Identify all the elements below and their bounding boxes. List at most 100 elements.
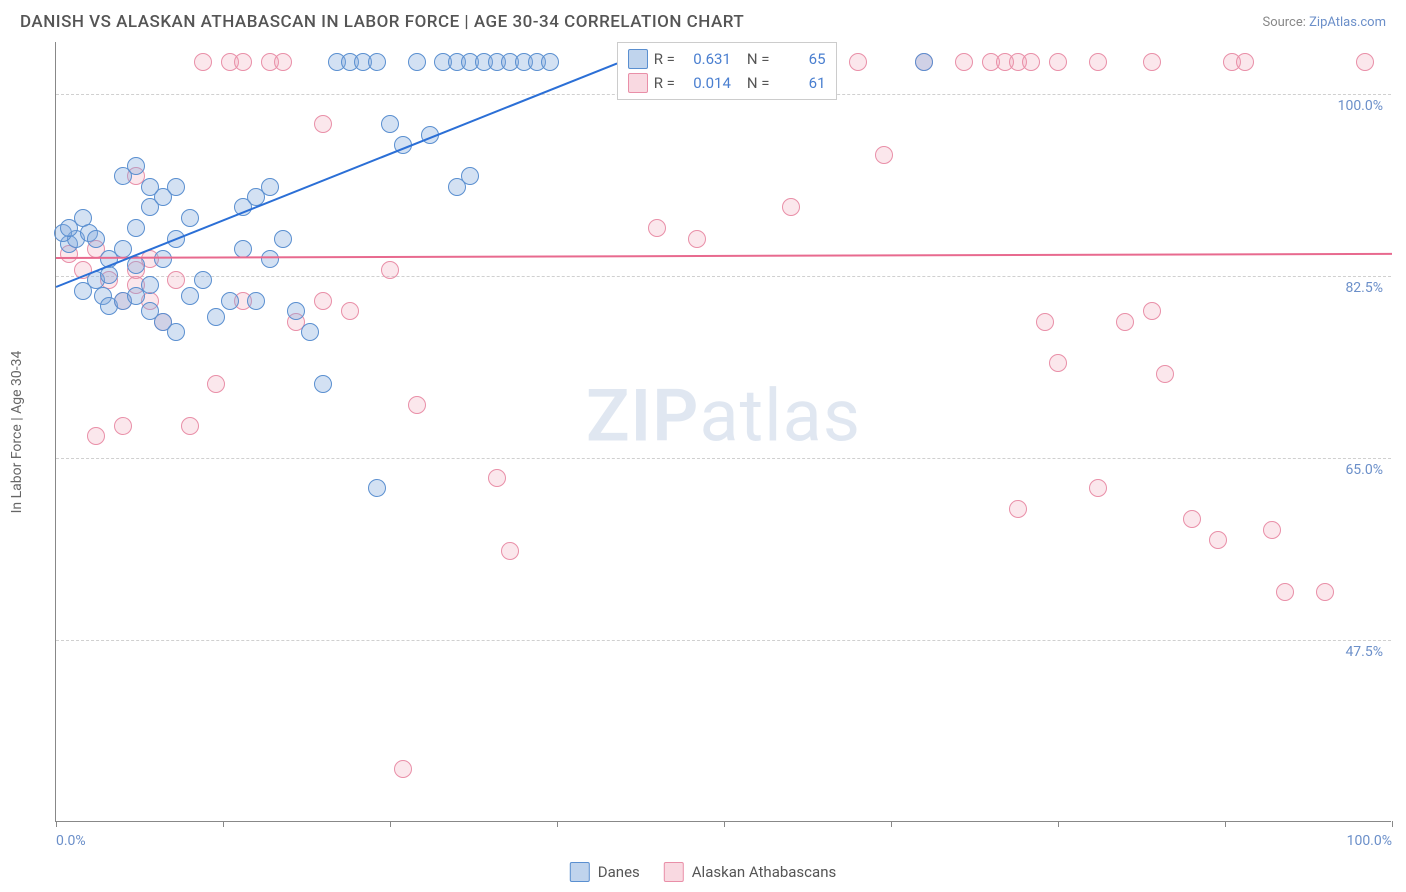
x-tick — [1225, 821, 1226, 827]
scatter-point-blue — [181, 287, 199, 305]
scatter-point-blue — [274, 230, 292, 248]
bottom-legend: Danes Alaskan Athabascans — [570, 862, 836, 882]
x-tick — [223, 821, 224, 827]
n-value: 65 — [776, 50, 826, 68]
gridline — [56, 640, 1391, 641]
scatter-point-blue — [194, 271, 212, 289]
x-tick — [56, 821, 57, 827]
scatter-point-blue — [207, 308, 225, 326]
watermark-atlas: atlas — [699, 373, 861, 458]
chart-area: In Labor Force | Age 30-34 ZIPatlas 47.5… — [55, 42, 1391, 822]
scatter-point-pink — [1156, 365, 1174, 383]
scatter-point-pink — [1263, 521, 1281, 539]
scatter-point-pink — [1049, 53, 1067, 71]
scatter-point-blue — [234, 240, 252, 258]
source-prefix: Source: — [1262, 15, 1309, 30]
y-axis-label: In Labor Force | Age 30-34 — [9, 351, 25, 514]
scatter-point-pink — [1009, 500, 1027, 518]
x-tick — [1392, 821, 1393, 827]
scatter-point-pink — [1356, 53, 1374, 71]
scatter-point-pink — [1089, 479, 1107, 497]
scatter-point-blue — [541, 53, 559, 71]
scatter-point-pink — [1276, 583, 1294, 601]
scatter-point-pink — [1036, 313, 1054, 331]
scatter-point-pink — [114, 417, 132, 435]
scatter-point-pink — [381, 261, 399, 279]
watermark: ZIPatlas — [586, 373, 861, 458]
scatter-point-blue — [368, 479, 386, 497]
scatter-point-blue — [181, 209, 199, 227]
x-tick — [891, 821, 892, 827]
scatter-point-pink — [181, 417, 199, 435]
stats-legend: R =0.631N =65R =0.014N =61 — [617, 42, 837, 100]
scatter-point-pink — [234, 53, 252, 71]
x-tick-label: 0.0% — [56, 833, 86, 849]
scatter-point-pink — [1089, 53, 1107, 71]
scatter-point-blue — [368, 53, 386, 71]
r-value: 0.014 — [681, 74, 731, 92]
y-tick-label: 65.0% — [1345, 462, 1383, 478]
scatter-point-blue — [141, 178, 159, 196]
legend-swatch-pink — [628, 73, 648, 93]
n-label: N = — [747, 74, 770, 92]
scatter-point-pink — [648, 219, 666, 237]
y-tick-label: 100.0% — [1338, 98, 1383, 114]
scatter-point-pink — [782, 198, 800, 216]
scatter-point-blue — [915, 53, 933, 71]
scatter-point-blue — [167, 323, 185, 341]
legend-item-pink: Alaskan Athabascans — [664, 862, 836, 882]
chart-title: DANISH VS ALASKAN ATHABASCAN IN LABOR FO… — [20, 12, 744, 32]
legend-swatch-blue — [628, 49, 648, 69]
scatter-point-pink — [1183, 510, 1201, 528]
n-value: 61 — [776, 74, 826, 92]
scatter-point-pink — [875, 146, 893, 164]
scatter-point-pink — [501, 542, 519, 560]
scatter-point-pink — [274, 53, 292, 71]
scatter-point-pink — [87, 427, 105, 445]
scatter-point-blue — [141, 276, 159, 294]
scatter-point-pink — [1116, 313, 1134, 331]
scatter-point-pink — [1143, 302, 1161, 320]
scatter-point-blue — [314, 375, 332, 393]
scatter-point-pink — [314, 292, 332, 310]
scatter-point-pink — [194, 53, 212, 71]
plot-area: ZIPatlas 47.5%65.0%82.5%100.0%0.0%100.0%… — [55, 42, 1391, 822]
watermark-zip: ZIP — [586, 373, 699, 458]
scatter-point-blue — [261, 178, 279, 196]
scatter-point-blue — [221, 292, 239, 310]
scatter-point-pink — [207, 375, 225, 393]
source-link[interactable]: ZipAtlas.com — [1309, 15, 1386, 30]
scatter-point-pink — [167, 271, 185, 289]
scatter-point-pink — [394, 760, 412, 778]
y-tick-label: 82.5% — [1345, 280, 1383, 296]
scatter-point-pink — [1316, 583, 1334, 601]
gridline — [56, 458, 1391, 459]
stats-legend-row: R =0.631N =65 — [628, 47, 826, 71]
x-tick — [1058, 821, 1059, 827]
scatter-point-pink — [1143, 53, 1161, 71]
y-tick-label: 47.5% — [1345, 644, 1383, 660]
x-tick-label: 100.0% — [1347, 833, 1392, 849]
legend-label: Alaskan Athabascans — [692, 863, 836, 881]
scatter-point-pink — [408, 396, 426, 414]
scatter-point-pink — [1209, 531, 1227, 549]
scatter-point-blue — [301, 323, 319, 341]
x-tick — [390, 821, 391, 827]
scatter-point-blue — [127, 219, 145, 237]
gridline — [56, 276, 1391, 277]
legend-label: Danes — [598, 863, 640, 881]
legend-item-blue: Danes — [570, 862, 640, 882]
scatter-point-blue — [154, 250, 172, 268]
r-label: R = — [654, 50, 675, 68]
legend-swatch-pink — [664, 862, 684, 882]
scatter-point-blue — [408, 53, 426, 71]
source-attribution: Source: ZipAtlas.com — [1262, 15, 1386, 30]
scatter-point-blue — [461, 167, 479, 185]
scatter-point-pink — [1022, 53, 1040, 71]
legend-swatch-blue — [570, 862, 590, 882]
n-label: N = — [747, 50, 770, 68]
scatter-point-pink — [1236, 53, 1254, 71]
scatter-point-pink — [955, 53, 973, 71]
scatter-point-blue — [287, 302, 305, 320]
scatter-point-blue — [247, 292, 265, 310]
